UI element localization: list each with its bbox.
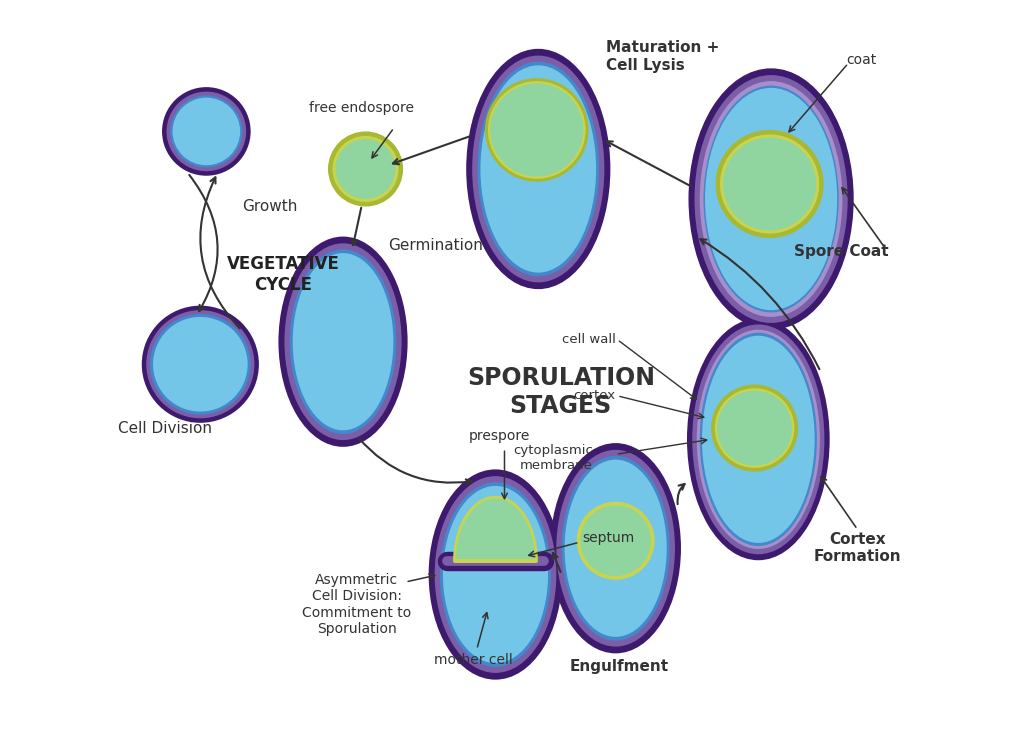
Ellipse shape — [699, 333, 817, 546]
Circle shape — [336, 139, 395, 199]
Circle shape — [167, 92, 246, 171]
Ellipse shape — [472, 56, 604, 282]
Ellipse shape — [429, 469, 562, 680]
Text: Cortex
Formation: Cortex Formation — [814, 532, 901, 565]
Ellipse shape — [279, 237, 408, 447]
Circle shape — [170, 95, 243, 167]
Ellipse shape — [293, 253, 393, 430]
Text: Spore Coat: Spore Coat — [795, 244, 889, 259]
Ellipse shape — [477, 62, 599, 276]
Ellipse shape — [466, 49, 610, 289]
Circle shape — [153, 317, 248, 412]
Circle shape — [485, 78, 589, 182]
Circle shape — [151, 314, 251, 415]
Circle shape — [723, 137, 816, 231]
Circle shape — [716, 130, 823, 238]
Ellipse shape — [705, 88, 838, 310]
Ellipse shape — [550, 443, 681, 653]
Text: Maturation +
Cell Lysis: Maturation + Cell Lysis — [606, 40, 719, 73]
Text: septum: septum — [582, 532, 634, 545]
Ellipse shape — [702, 336, 815, 543]
Text: mother cell: mother cell — [433, 653, 512, 668]
Ellipse shape — [290, 249, 396, 434]
Circle shape — [717, 391, 793, 466]
Circle shape — [720, 134, 819, 234]
Circle shape — [711, 385, 798, 472]
Ellipse shape — [564, 460, 667, 637]
Ellipse shape — [688, 68, 854, 330]
Ellipse shape — [699, 81, 843, 317]
Text: cortex: cortex — [573, 389, 615, 403]
Circle shape — [328, 131, 403, 207]
Circle shape — [715, 388, 795, 468]
Ellipse shape — [440, 482, 551, 667]
Polygon shape — [455, 497, 537, 561]
Circle shape — [490, 83, 584, 176]
Text: VEGETATIVE
CYCLE: VEGETATIVE CYCLE — [226, 255, 339, 294]
Circle shape — [173, 98, 241, 165]
Text: free endospore: free endospore — [309, 101, 415, 115]
Text: Growth: Growth — [243, 199, 298, 214]
Circle shape — [577, 502, 654, 580]
Ellipse shape — [434, 476, 556, 673]
Circle shape — [333, 136, 398, 202]
Ellipse shape — [694, 75, 848, 323]
Text: Germination: Germination — [388, 238, 483, 253]
Ellipse shape — [692, 324, 824, 554]
Text: coat: coat — [846, 53, 877, 67]
Text: cytoplasmic
membrane: cytoplasmic membrane — [513, 444, 593, 472]
Ellipse shape — [443, 486, 548, 663]
Text: Asymmetric
Cell Division:
Commitment to
Sporulation: Asymmetric Cell Division: Commitment to … — [302, 573, 412, 636]
Circle shape — [162, 87, 251, 176]
Text: Cell Division: Cell Division — [118, 421, 212, 436]
Ellipse shape — [480, 65, 596, 273]
Circle shape — [141, 306, 259, 423]
Ellipse shape — [561, 456, 670, 641]
Ellipse shape — [556, 450, 675, 647]
Text: SPORULATION
STAGES: SPORULATION STAGES — [467, 366, 654, 418]
Ellipse shape — [696, 330, 820, 549]
Text: Engulfment: Engulfment — [569, 659, 669, 674]
Text: cell wall: cell wall — [562, 333, 615, 346]
Text: prespore: prespore — [469, 429, 530, 443]
Ellipse shape — [285, 243, 401, 440]
Ellipse shape — [687, 318, 829, 560]
Circle shape — [146, 310, 254, 418]
Ellipse shape — [703, 86, 839, 312]
Circle shape — [581, 505, 651, 576]
Circle shape — [488, 81, 586, 179]
